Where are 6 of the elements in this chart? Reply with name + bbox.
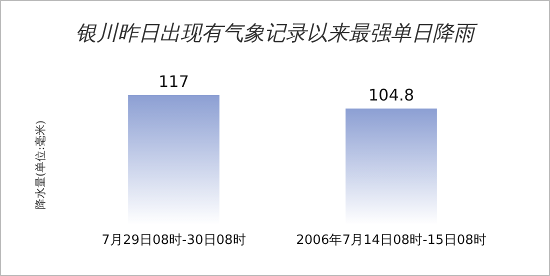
data-label: 104.8 — [368, 86, 414, 105]
data-label: 117 — [158, 72, 190, 91]
x-tick-label: 2006年7月14日08时-15日08时 — [296, 233, 486, 248]
x-tick-label: 7月29日08时-30日08时 — [102, 233, 246, 248]
chart-title: 银川昨日出现有气象记录以来最强单日降雨 — [76, 21, 478, 45]
y-axis-title: 降水量(单位:毫米) — [34, 120, 47, 210]
